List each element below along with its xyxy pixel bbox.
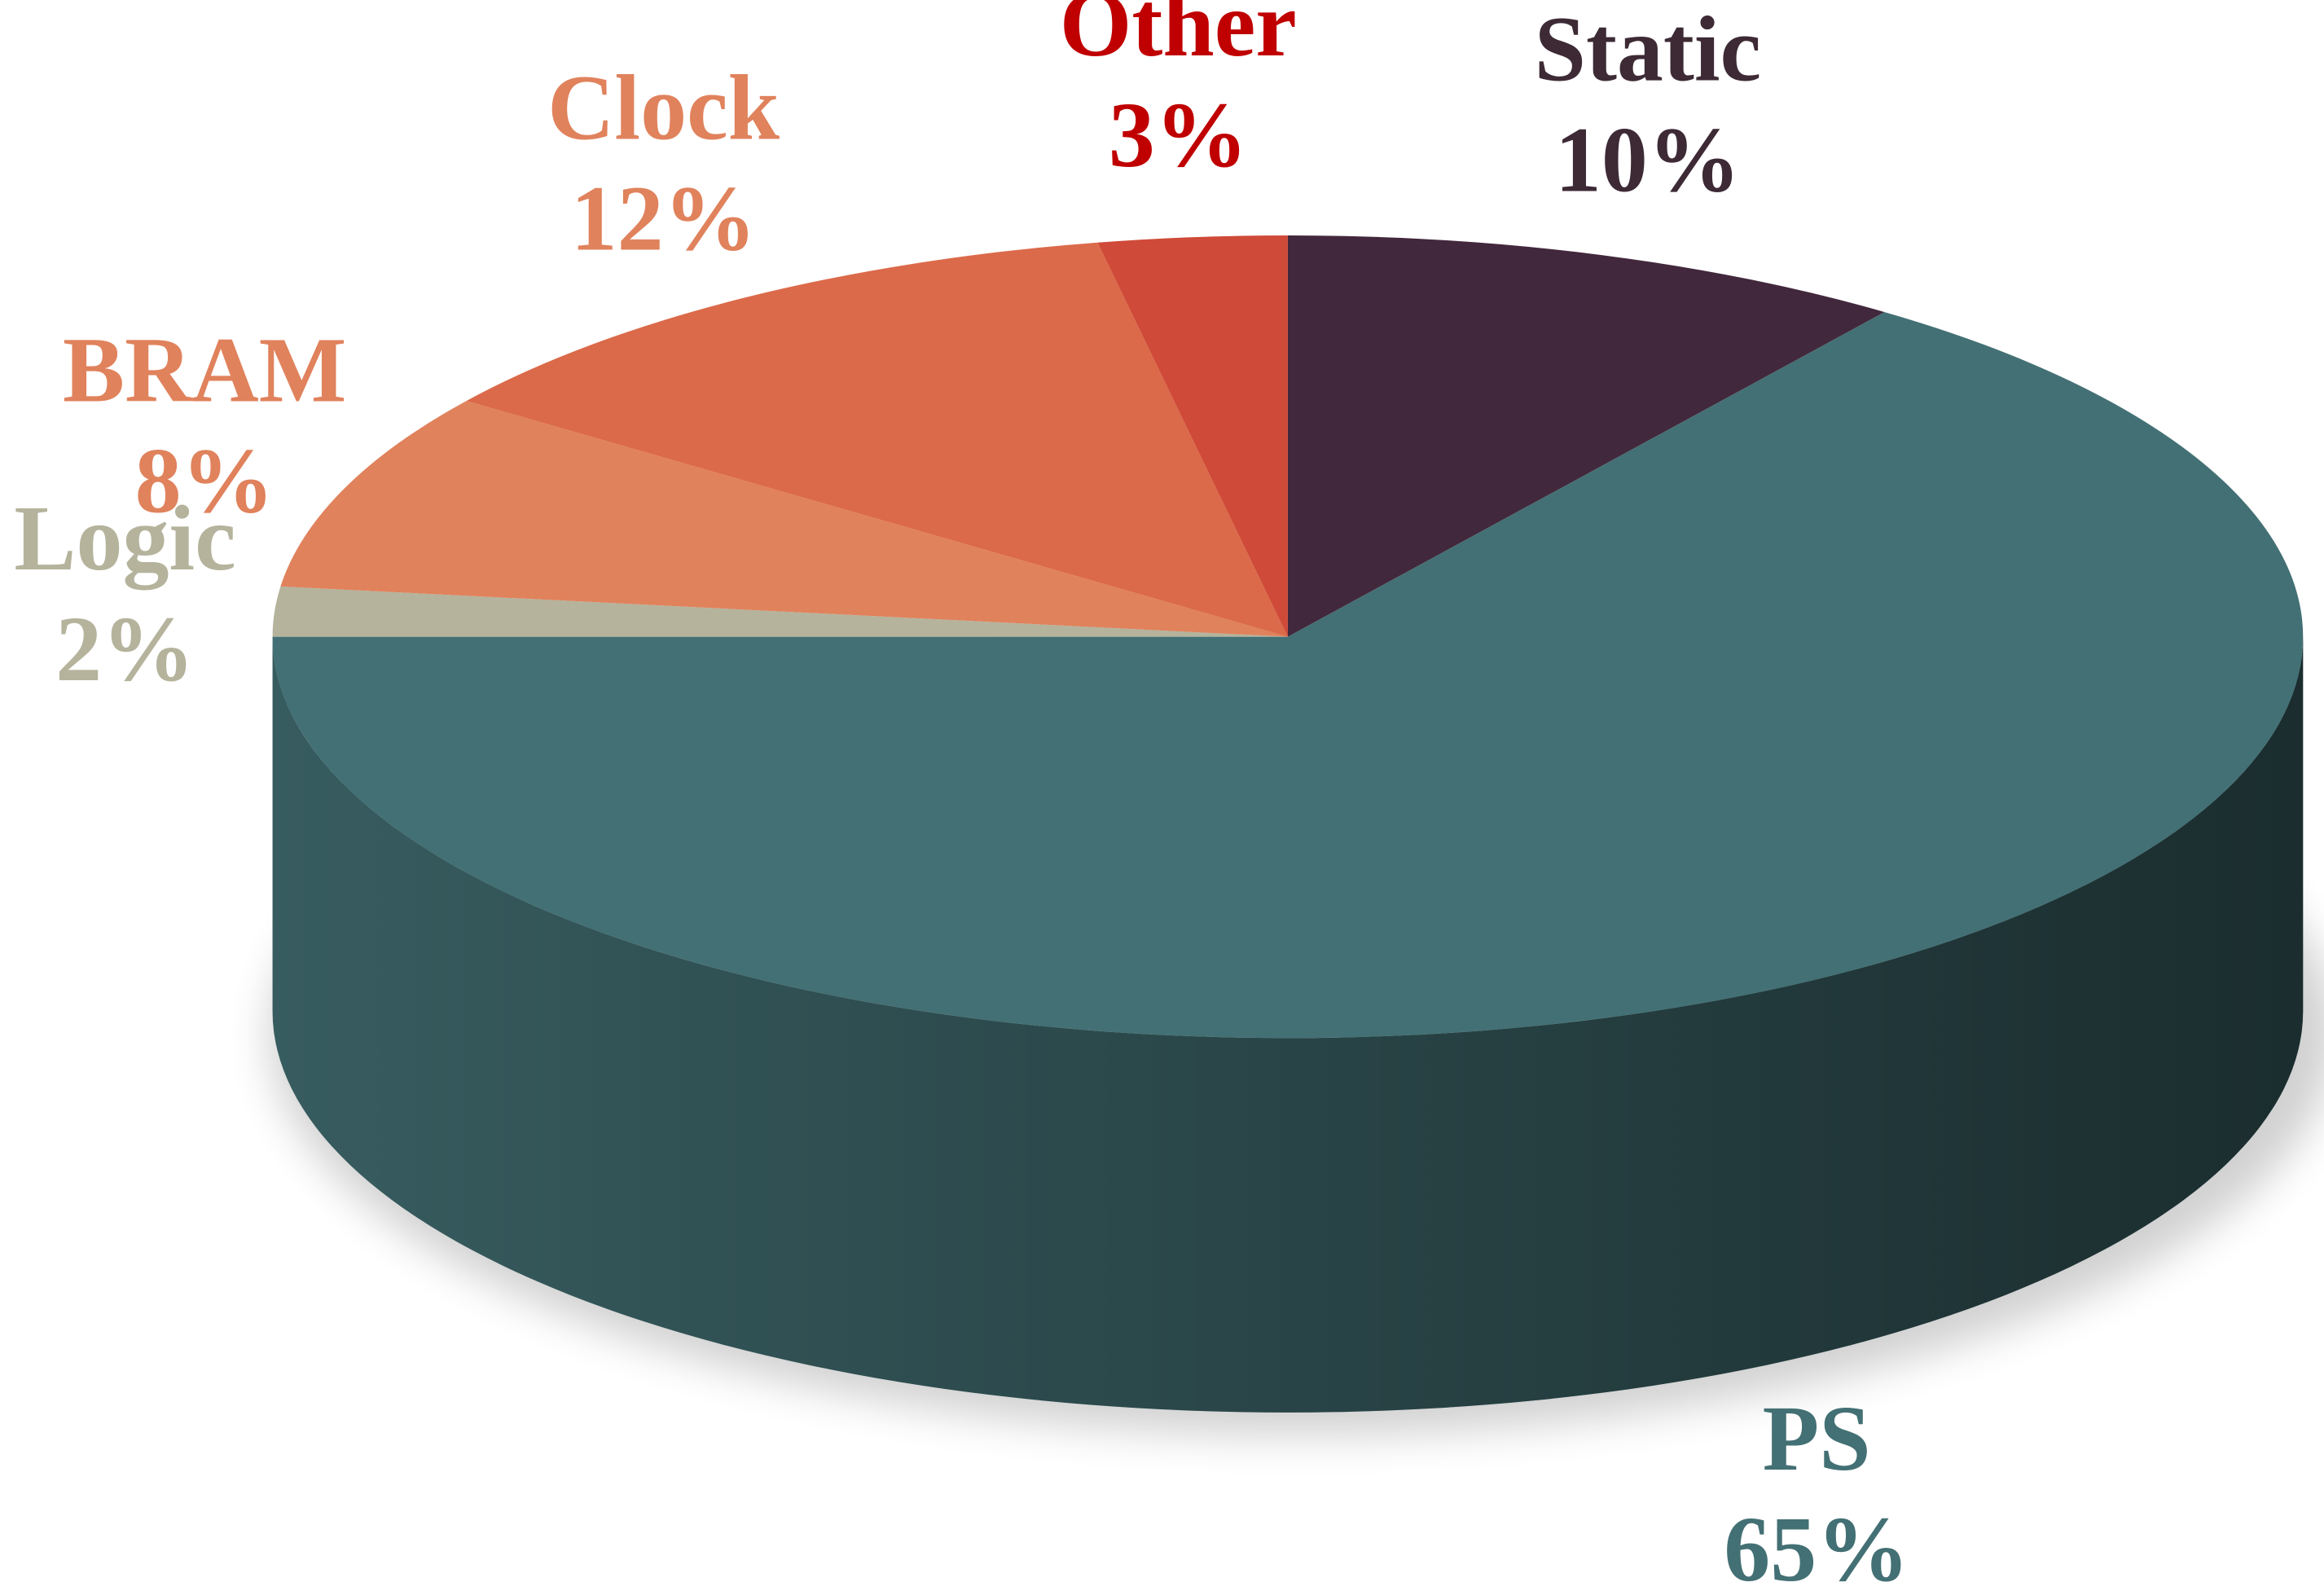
slice-label: Logic (14, 486, 235, 590)
slice-label: Clock (547, 55, 780, 159)
slice-label: Static (1535, 0, 1762, 100)
slice-value-label: 12% (571, 166, 757, 270)
pie-slice (1287, 235, 1885, 637)
pie-slice (466, 242, 1288, 637)
slice-value-label: 3% (1109, 83, 1248, 187)
slice-label: PS (1763, 1387, 1871, 1490)
slice-value-label: 8% (135, 429, 275, 533)
pie-slice (272, 312, 2304, 1039)
slice-value-label: 2% (55, 597, 195, 701)
slice-label: BRAM (63, 319, 346, 422)
slice-value-label: 10% (1555, 108, 1741, 211)
pie-slice (280, 401, 1288, 637)
slice-value-label: 65% (1724, 1497, 1909, 1591)
pie-slice (272, 586, 1288, 637)
slice-label: Other (1060, 0, 1297, 76)
pie-side-shade (272, 636, 2304, 1413)
pie-slice (1097, 235, 1288, 637)
